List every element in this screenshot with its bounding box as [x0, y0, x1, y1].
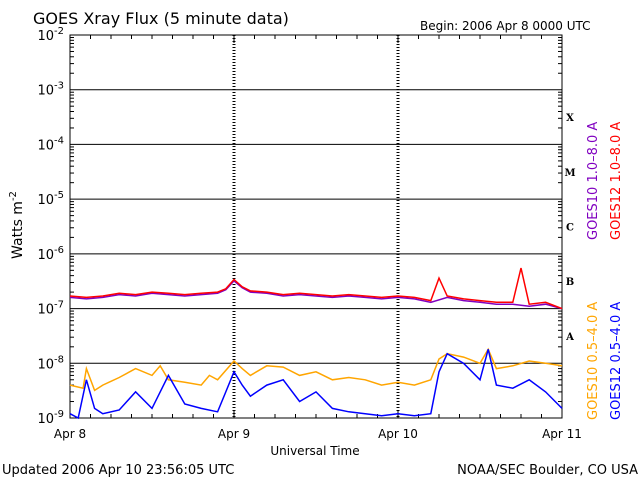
series-line [69, 267, 563, 310]
y-tick-base: 10 [37, 84, 54, 99]
y-tick-exponent: -7 [54, 300, 64, 311]
begin-label: Begin: 2006 Apr 8 0000 UTC [420, 19, 591, 33]
legend-entry: GOES10 1.0–8.0 A [586, 122, 601, 240]
series-line [69, 347, 563, 392]
y-tick-base: 10 [37, 248, 54, 263]
flare-class-label: C [566, 223, 574, 234]
y-tick-exponent: -5 [54, 190, 64, 201]
legend-entry: GOES12 1.0–8.0 A [609, 122, 624, 240]
x-tick-label: Apr 11 [542, 427, 582, 441]
y-tick-base: 10 [37, 412, 54, 427]
y-tick-base: 10 [37, 138, 54, 153]
y-axis-label-text: Watts m [10, 201, 26, 259]
y-tick-label: 10-3 [37, 81, 64, 99]
y-tick-exponent: -6 [54, 245, 64, 256]
series-line [69, 349, 563, 420]
credit-label: NOAA/SEC Boulder, CO USA [457, 463, 638, 478]
y-tick-base: 10 [37, 303, 54, 318]
legend-entry: GOES12 0.5–4.0 A [609, 302, 624, 420]
x-axis-label: Universal Time [270, 444, 359, 458]
x-tick-label: Apr 8 [54, 427, 86, 441]
y-tick-exponent: -3 [54, 81, 64, 92]
series-lines [69, 267, 563, 420]
flare-class-label: A [565, 332, 574, 343]
y-tick-label: 10-9 [37, 409, 64, 427]
y-tick-base: 10 [37, 29, 54, 44]
y-tick-label: 10-6 [37, 245, 64, 263]
flare-class-label: M [564, 168, 575, 179]
y-tick-exponent: -9 [54, 409, 64, 420]
x-tick-label: Apr 10 [378, 427, 418, 441]
updated-label: Updated 2006 Apr 10 23:56:05 UTC [2, 463, 234, 478]
plot-area [69, 34, 563, 419]
y-tick-label: 10-8 [37, 354, 64, 372]
flare-class-label: B [566, 277, 574, 288]
y-tick-exponent: -4 [54, 135, 64, 146]
x-tick-label: Apr 9 [218, 427, 250, 441]
y-axis-label-exponent: -2 [8, 191, 19, 201]
y-tick-label: 10-4 [37, 135, 64, 153]
chart-title: GOES Xray Flux (5 minute data) [33, 9, 289, 28]
y-tick-label: 10-2 [37, 26, 64, 44]
y-tick-base: 10 [37, 193, 54, 208]
series-line [69, 279, 563, 310]
y-tick-base: 10 [37, 357, 54, 372]
y-tick-exponent: -8 [54, 354, 64, 365]
legend-entry: GOES10 0.5–4.0 A [586, 302, 601, 420]
y-tick-exponent: -2 [54, 26, 64, 37]
y-axis-label: Watts m-2 [8, 191, 26, 259]
y-tick-label: 10-5 [37, 190, 64, 208]
y-tick-label: 10-7 [37, 300, 64, 318]
plot-frame [69, 34, 563, 419]
flare-class-label: X [566, 113, 574, 124]
